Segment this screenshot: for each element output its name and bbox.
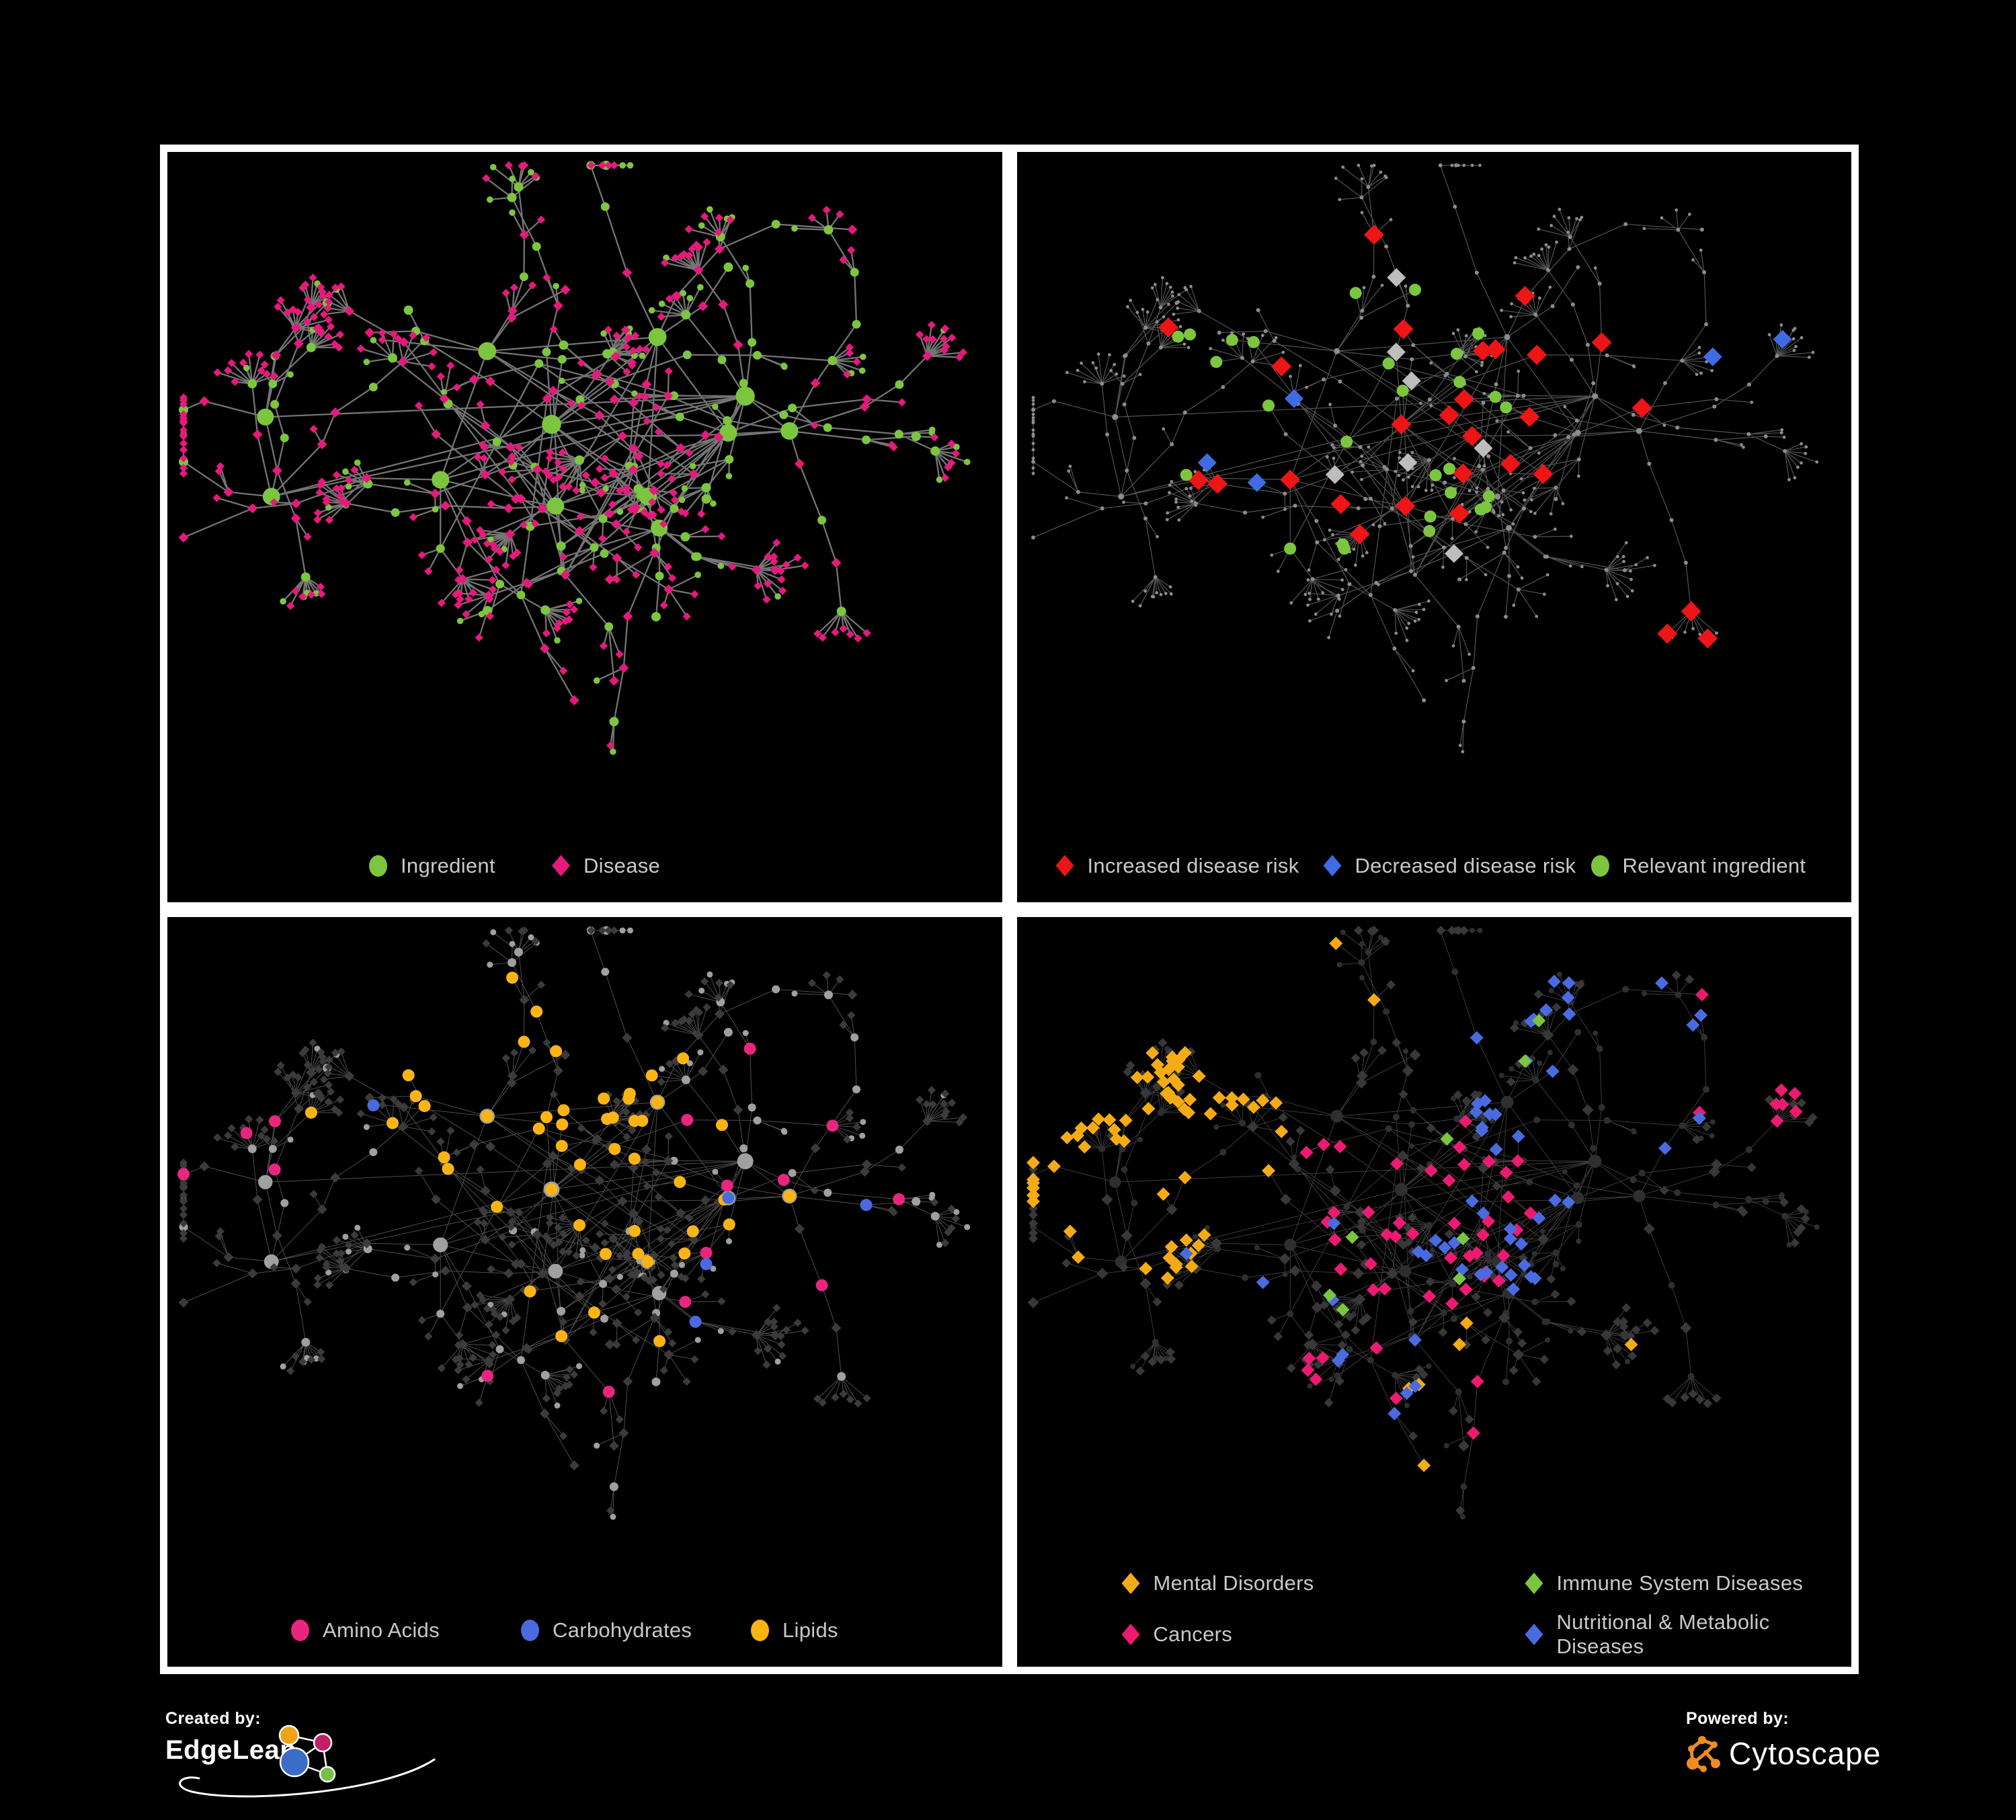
cancers-marker-icon: [1121, 1624, 1140, 1645]
legend-label: Immune System Diseases: [1556, 1571, 1804, 1595]
panel-disease-categories: Mental Disorders Immune System Diseases …: [1009, 909, 1859, 1674]
nutritional-metabolic-marker-icon: [1525, 1624, 1543, 1645]
legend-item: Decreased disease risk: [1323, 853, 1591, 878]
edgeleap-logo: EdgeLeap: [165, 1725, 475, 1798]
legend-label: Relevant ingredient: [1622, 853, 1806, 877]
legend-item: Ingredient: [369, 854, 552, 878]
lipids-marker-icon: [751, 1620, 769, 1641]
mental-disorders-marker-icon: [1121, 1573, 1140, 1594]
legend-item: Immune System Diseases: [1525, 1571, 1852, 1595]
disease-risk-network: [1031, 163, 1818, 754]
legend-nutrient-classes: Amino Acids Carbohydrates Lipids: [167, 1618, 1002, 1643]
panel-nutrient-classes: Amino Acids Carbohydrates Lipids: [160, 909, 1010, 1674]
legend-item: Cancers: [1121, 1610, 1525, 1659]
legend-disease-categories: Mental Disorders Immune System Diseases …: [1121, 1571, 1852, 1659]
edgeleap-network-icon: [278, 1725, 336, 1783]
legend-label: Lipids: [782, 1618, 838, 1642]
cytoscape-credit: Powered by: Cytoscape: [1686, 1709, 1968, 1773]
legend-item: Amino Acids: [291, 1618, 521, 1643]
edgeleap-swoosh-icon: [179, 1758, 436, 1798]
legend-item: Carbohydrates: [521, 1618, 751, 1643]
edgeleap-credit: Created by: EdgeLeap: [165, 1709, 475, 1798]
legend-item: Lipids: [751, 1618, 981, 1643]
legend-item: Mental Disorders: [1121, 1571, 1525, 1595]
powered-by-caption: Powered by:: [1686, 1709, 1789, 1728]
ingredient-disease-network: [178, 160, 971, 755]
legend-item: Disease: [552, 854, 735, 878]
legend-item: Increased disease risk: [1055, 853, 1324, 878]
carbohydrates-marker-icon: [521, 1620, 539, 1641]
legend-label: Disease: [583, 853, 661, 877]
relevant-ingredient-marker-icon: [1590, 855, 1609, 877]
disease-categories-network: [1026, 925, 1820, 1519]
legend-label: Carbohydrates: [553, 1618, 692, 1642]
ingredient-marker-icon: [369, 855, 387, 877]
legend-label: Decreased disease risk: [1355, 853, 1576, 877]
legend-label: Ingredient: [401, 853, 495, 877]
immune-system-marker-icon: [1525, 1573, 1543, 1594]
legend-label: Amino Acids: [323, 1618, 440, 1642]
legend-label: Increased disease risk: [1087, 853, 1299, 877]
cytoscape-network-icon: [1687, 1736, 1720, 1772]
panel-disease-risk: Increased disease risk Decreased disease…: [1009, 145, 1859, 910]
legend-item: Relevant ingredient: [1590, 853, 1852, 878]
edgeleap-wordmark: EdgeLeap: [165, 1735, 297, 1765]
legend-label: Nutritional & Metabolic Diseases: [1556, 1610, 1770, 1658]
cytoscape-wordmark: Cytoscape: [1729, 1736, 1882, 1771]
created-by-caption: Created by:: [165, 1709, 261, 1728]
increased-risk-marker-icon: [1055, 855, 1074, 877]
nutrient-classes-network: [177, 925, 971, 1520]
disease-marker-icon: [552, 855, 570, 877]
cytoscape-logo: Cytoscape: [1686, 1734, 1968, 1773]
legend-label: Mental Disorders: [1153, 1571, 1314, 1595]
legend-disease-risk: Increased disease risk Decreased disease…: [1017, 854, 1852, 878]
legend-ingredient-disease: Ingredient Disease: [167, 854, 1002, 878]
decreased-risk-marker-icon: [1323, 855, 1342, 877]
legend-item: Nutritional & Metabolic Diseases: [1525, 1610, 1852, 1659]
amino-acids-marker-icon: [291, 1620, 309, 1641]
panels-grid: Ingredient Disease Increased disease ris…: [160, 145, 1859, 1674]
panel-ingredient-disease: Ingredient Disease: [160, 145, 1010, 910]
legend-label: Cancers: [1153, 1622, 1233, 1646]
